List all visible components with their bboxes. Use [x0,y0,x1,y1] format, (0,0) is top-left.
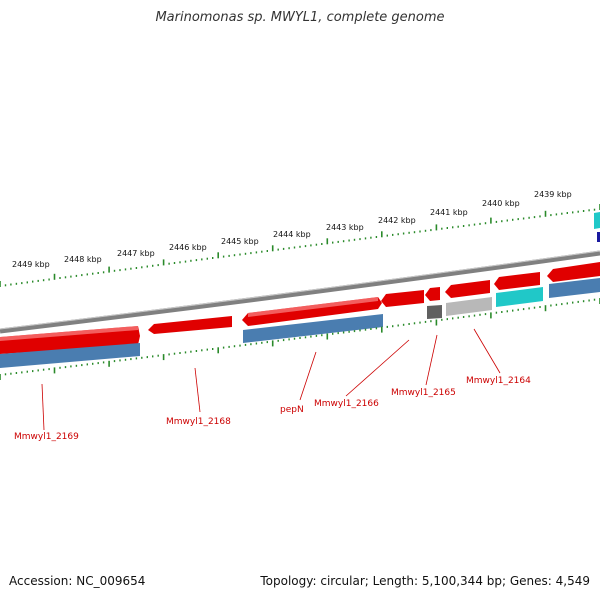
cds-bar[interactable] [549,278,600,298]
ruler-label: 2443 kbp [326,223,364,232]
ruler-label: 2439 kbp [534,190,572,199]
ruler-label: 2445 kbp [221,237,259,246]
gene-label[interactable]: Mmwyl1_2168 [166,417,231,427]
ruler-label: 2441 kbp [430,208,468,217]
gene-label[interactable]: Mmwyl1_2169 [14,432,79,442]
gene-arrow[interactable] [381,290,424,307]
accession-text: Accession: NC_009654 [9,574,146,588]
cds-bar[interactable] [597,232,600,242]
genome-backbone-highlight [0,250,600,330]
gene-arrow[interactable] [445,280,490,298]
forward-strand-genes [0,262,600,354]
ruler-label: 2446 kbp [169,243,207,252]
cds-track [0,212,600,368]
cds-bar[interactable] [446,297,492,316]
cds-bar[interactable] [243,314,383,343]
gene-labels: Mmwyl1_2169 Mmwyl1_2168 pepN Mmwyl1_2166… [14,376,531,442]
gene-arrow[interactable] [148,316,232,334]
ruler-label: 2444 kbp [273,230,311,239]
gene-arrow-highlight [0,326,138,341]
cds-bar[interactable] [594,212,600,229]
gene-label[interactable]: pepN [280,405,304,415]
ruler-label: 2448 kbp [64,255,102,264]
gene-label[interactable]: Mmwyl1_2164 [466,376,531,386]
ruler-label: 2449 kbp [12,260,50,269]
cds-bar[interactable] [427,305,442,319]
genome-stats-text: Topology: circular; Length: 5,100,344 bp… [260,574,590,588]
cds-bar[interactable] [496,287,543,307]
gene-label-leaders [41,328,501,431]
gene-label[interactable]: Mmwyl1_2166 [314,399,379,409]
ruler-label: 2442 kbp [378,216,416,225]
ruler-label: 2447 kbp [117,249,155,258]
gene-arrow[interactable] [494,272,540,290]
gene-arrow[interactable] [547,262,600,282]
inner-scale-ring [0,298,600,380]
genome-backbone [0,250,600,334]
cds-bar[interactable] [0,343,140,368]
ruler-label: 2440 kbp [482,199,520,208]
map-title: Marinomonas sp. MWYL1, complete genome [155,10,445,25]
gene-arrow-highlight [248,297,378,317]
gene-arrow[interactable] [425,287,440,301]
gene-label[interactable]: Mmwyl1_2165 [391,388,456,398]
outer-scale-ring [0,204,600,287]
ruler-labels: 2449 kbp 2448 kbp 2447 kbp 2446 kbp 2445… [12,190,572,269]
